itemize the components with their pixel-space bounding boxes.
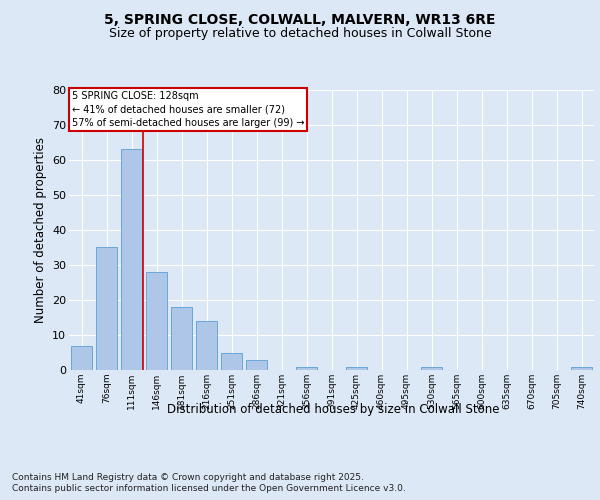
Text: Size of property relative to detached houses in Colwall Stone: Size of property relative to detached ho… — [109, 28, 491, 40]
Text: Distribution of detached houses by size in Colwall Stone: Distribution of detached houses by size … — [167, 402, 499, 415]
Bar — [346, 366, 367, 370]
Bar — [121, 150, 142, 370]
Bar — [421, 366, 442, 370]
Bar — [196, 321, 217, 370]
Text: 5, SPRING CLOSE, COLWALL, MALVERN, WR13 6RE: 5, SPRING CLOSE, COLWALL, MALVERN, WR13 … — [104, 12, 496, 26]
Text: 5 SPRING CLOSE: 128sqm
← 41% of detached houses are smaller (72)
57% of semi-det: 5 SPRING CLOSE: 128sqm ← 41% of detached… — [71, 92, 304, 128]
Y-axis label: Number of detached properties: Number of detached properties — [34, 137, 47, 323]
Bar — [146, 272, 167, 370]
Bar — [571, 366, 592, 370]
Bar — [246, 360, 267, 370]
Bar — [171, 307, 192, 370]
Bar — [71, 346, 92, 370]
Bar — [221, 352, 242, 370]
Text: Contains HM Land Registry data © Crown copyright and database right 2025.
Contai: Contains HM Land Registry data © Crown c… — [12, 472, 406, 494]
Bar — [296, 366, 317, 370]
Bar — [96, 248, 117, 370]
